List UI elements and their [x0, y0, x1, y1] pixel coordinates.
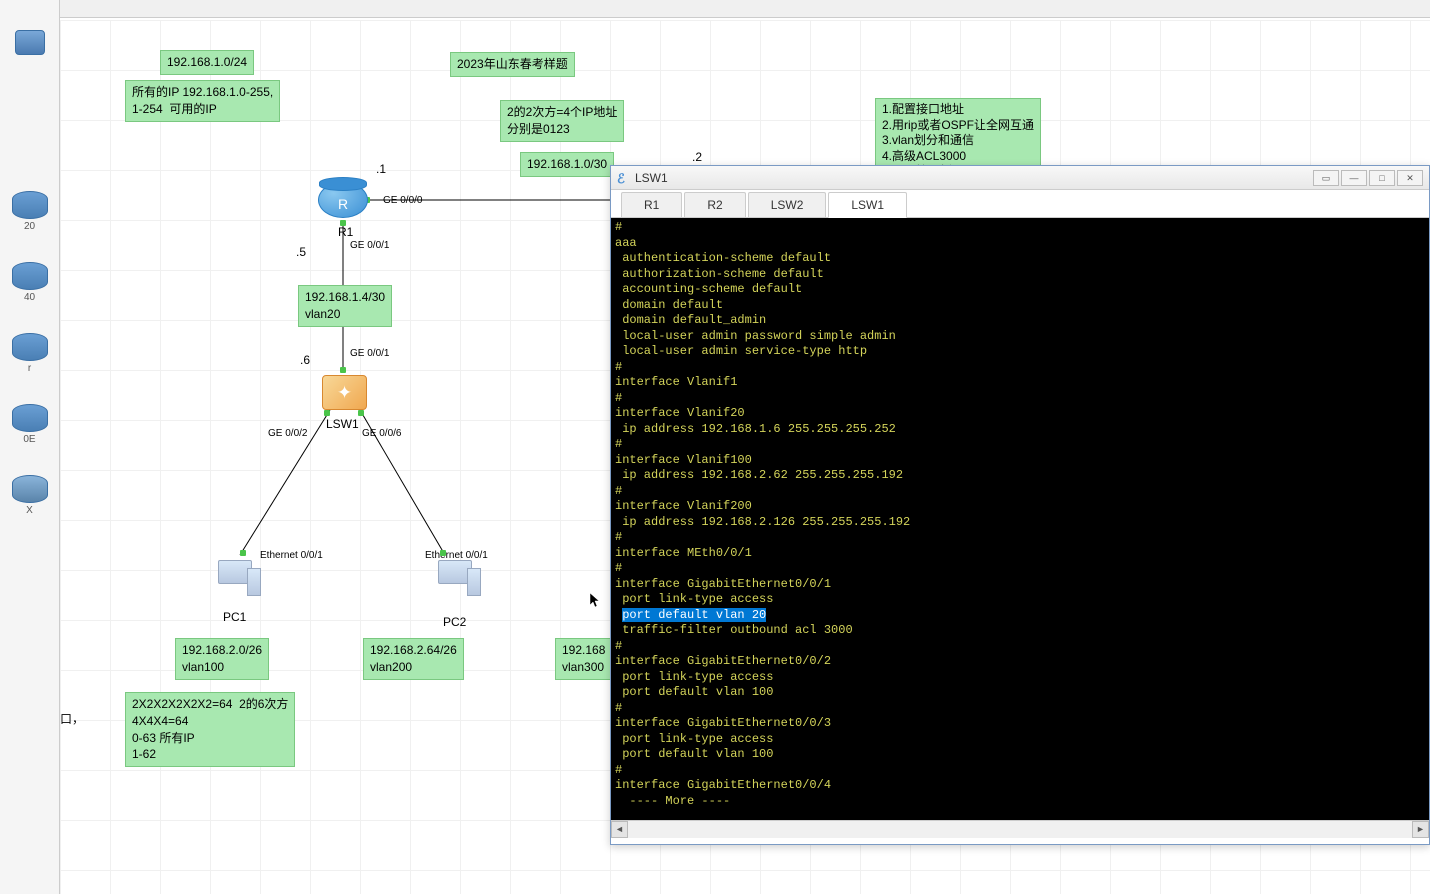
note-power2[interactable]: 2的2次方=4个IP地址 分别是0123 [500, 100, 624, 142]
link-endpoint [324, 410, 330, 416]
terminal-text-before: # aaa authentication-scheme default auth… [615, 220, 910, 622]
iface-lsw1-ge002: GE 0/0/2 [268, 428, 307, 439]
palette-label-x: X [0, 505, 59, 516]
iface-lsw1-ge001: GE 0/0/1 [350, 348, 389, 359]
iface-pc1-eth: Ethernet 0/0/1 [260, 550, 323, 561]
iface-r1-ge001: GE 0/0/1 [350, 240, 389, 251]
palette-router-icon[interactable] [12, 333, 48, 361]
palette-label-0e: 0E [0, 434, 59, 445]
note-vlan20[interactable]: 192.168.1.4/30 vlan20 [298, 285, 392, 327]
switch-lsw1-icon[interactable] [322, 375, 367, 410]
palette-label-40: 40 [0, 292, 59, 303]
palette-router-icon[interactable] [12, 191, 48, 219]
close-button[interactable]: ✕ [1397, 170, 1423, 186]
palette-label-20: 20 [0, 221, 59, 232]
note-vlan300[interactable]: 192.168 vlan300 [555, 638, 612, 680]
terminal-text-after: traffic-filter outbound acl 3000 # inter… [615, 623, 853, 808]
palette-router-icon[interactable] [12, 262, 48, 290]
terminal-window[interactable]: ℰ LSW1 ▭ — □ ✕ R1 R2 LSW2 LSW1 # aaa aut… [610, 165, 1430, 845]
pc2-icon[interactable] [435, 560, 475, 595]
link-endpoint [240, 550, 246, 556]
ip-dot5: .5 [296, 245, 306, 259]
link-endpoint [440, 550, 446, 556]
note-subnet-top[interactable]: 192.168.1.0/24 [160, 50, 254, 75]
minimize-button[interactable]: — [1341, 170, 1367, 186]
note-title[interactable]: 2023年山东春考样题 [450, 52, 575, 77]
tab-lsw2[interactable]: LSW2 [748, 192, 827, 217]
palette-router-icon[interactable] [12, 475, 48, 503]
terminal-titlebar[interactable]: ℰ LSW1 ▭ — □ ✕ [611, 166, 1429, 190]
link-endpoint [340, 367, 346, 373]
link-endpoint [358, 410, 364, 416]
ip-dot2: .2 [692, 150, 702, 164]
note-calc[interactable]: 2X2X2X2X2X2=64 2的6次方 4X4X4=64 0-63 所有IP … [125, 692, 295, 767]
device-label-pc1: PC1 [223, 610, 246, 624]
palette-router-icon[interactable] [12, 404, 48, 432]
note-all-ip[interactable]: 所有的IP 192.168.1.0-255, 1-254 可用的IP [125, 80, 280, 122]
device-label-r1: R1 [338, 225, 353, 239]
ip-dot1: .1 [376, 162, 386, 176]
note-subnet-mid[interactable]: 192.168.1.0/30 [520, 152, 614, 177]
pc1-icon[interactable] [215, 560, 255, 595]
horizontal-scrollbar[interactable]: ◄ ► [611, 820, 1429, 838]
router-letter: R [338, 196, 348, 212]
palette-icon-stack[interactable] [15, 30, 45, 55]
tab-r1[interactable]: R1 [621, 192, 682, 217]
tab-r2[interactable]: R2 [684, 192, 745, 217]
router-r1-icon[interactable]: R [318, 182, 368, 218]
note-vlan100[interactable]: 192.168.2.0/26 vlan100 [175, 638, 269, 680]
palette-label-r: r [0, 363, 59, 374]
maximize-button[interactable]: □ [1369, 170, 1395, 186]
truncated-text: 口， [60, 710, 84, 727]
terminal-tabs: R1 R2 LSW2 LSW1 [611, 190, 1429, 218]
scroll-right-button[interactable]: ► [1412, 821, 1429, 838]
window-title: LSW1 [635, 171, 1313, 185]
device-palette: 20 40 r 0E X [0, 0, 60, 894]
note-vlan200[interactable]: 192.168.2.64/26 vlan200 [363, 638, 464, 680]
app-icon: ℰ [617, 171, 631, 185]
scroll-left-button[interactable]: ◄ [611, 821, 628, 838]
terminal-output[interactable]: # aaa authentication-scheme default auth… [611, 218, 1429, 820]
device-label-pc2: PC2 [443, 615, 466, 629]
terminal-highlighted: port default vlan 20 [622, 608, 766, 622]
tab-lsw1[interactable]: LSW1 [828, 192, 907, 218]
ip-dot6: .6 [300, 353, 310, 367]
top-toolbar [60, 0, 1430, 18]
iface-r1-ge000: GE 0/0/0 [383, 195, 422, 206]
collapse-button[interactable]: ▭ [1313, 170, 1339, 186]
iface-lsw1-ge006: GE 0/0/6 [362, 428, 401, 439]
device-label-lsw1: LSW1 [326, 417, 359, 431]
